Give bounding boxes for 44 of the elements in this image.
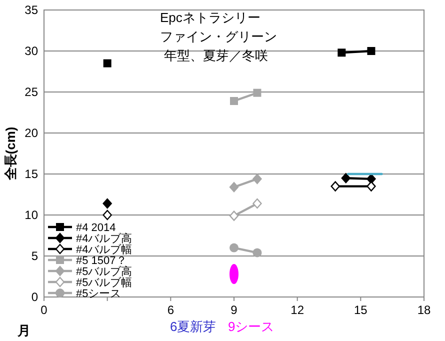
point bbox=[367, 47, 376, 55]
x-tick-label: 0 bbox=[40, 303, 48, 317]
y-tick-label: 30 bbox=[24, 44, 38, 58]
point bbox=[102, 210, 112, 220]
point bbox=[338, 48, 346, 57]
legend-label: #5バルブ幅 bbox=[76, 276, 132, 289]
point bbox=[252, 198, 262, 209]
point bbox=[230, 243, 238, 252]
x-tick-label: 18 bbox=[417, 303, 431, 317]
legend-label: #5シース bbox=[76, 288, 122, 300]
legend-label: #4バルブ高 bbox=[76, 232, 132, 245]
text: 9シース bbox=[228, 319, 274, 334]
point bbox=[330, 181, 340, 192]
legend-label: #4バルブ幅 bbox=[76, 243, 132, 256]
x-tick-label: 6 bbox=[167, 303, 174, 317]
annotation: Epcネトラシリー bbox=[160, 10, 260, 25]
x-tick-label: 15 bbox=[354, 303, 368, 317]
y-tick-label: 20 bbox=[24, 126, 38, 140]
y-tick-label: 15 bbox=[24, 167, 38, 181]
y-axis-title: 全長(cm) bbox=[3, 126, 18, 182]
annotation: 年型、夏芽／冬咲 bbox=[164, 48, 268, 63]
point bbox=[229, 182, 239, 192]
point bbox=[252, 248, 262, 258]
point bbox=[230, 97, 238, 106]
point bbox=[229, 210, 239, 221]
annotation: ファイン・グリーン bbox=[160, 29, 277, 44]
legend-label: #4 2014 bbox=[76, 222, 116, 234]
point bbox=[252, 174, 262, 184]
point bbox=[253, 88, 262, 97]
point bbox=[102, 198, 112, 209]
point bbox=[103, 59, 112, 68]
y-tick-label: 35 bbox=[24, 3, 38, 17]
legend-label: #5 1507？ bbox=[76, 255, 127, 267]
text: 6夏新芽 bbox=[170, 319, 216, 334]
y-tick-label: 5 bbox=[31, 249, 38, 263]
x-tick-label: 9 bbox=[230, 303, 238, 317]
point bbox=[366, 181, 376, 192]
legend-label: #5バルブ高 bbox=[76, 265, 132, 278]
y-tick-label: 0 bbox=[31, 290, 38, 304]
x-axis-title: 月 bbox=[16, 323, 30, 338]
point bbox=[341, 173, 350, 184]
x-tick-label: 12 bbox=[290, 303, 304, 317]
y-tick-label: 10 bbox=[24, 208, 38, 222]
y-tick-label: 25 bbox=[24, 85, 38, 99]
